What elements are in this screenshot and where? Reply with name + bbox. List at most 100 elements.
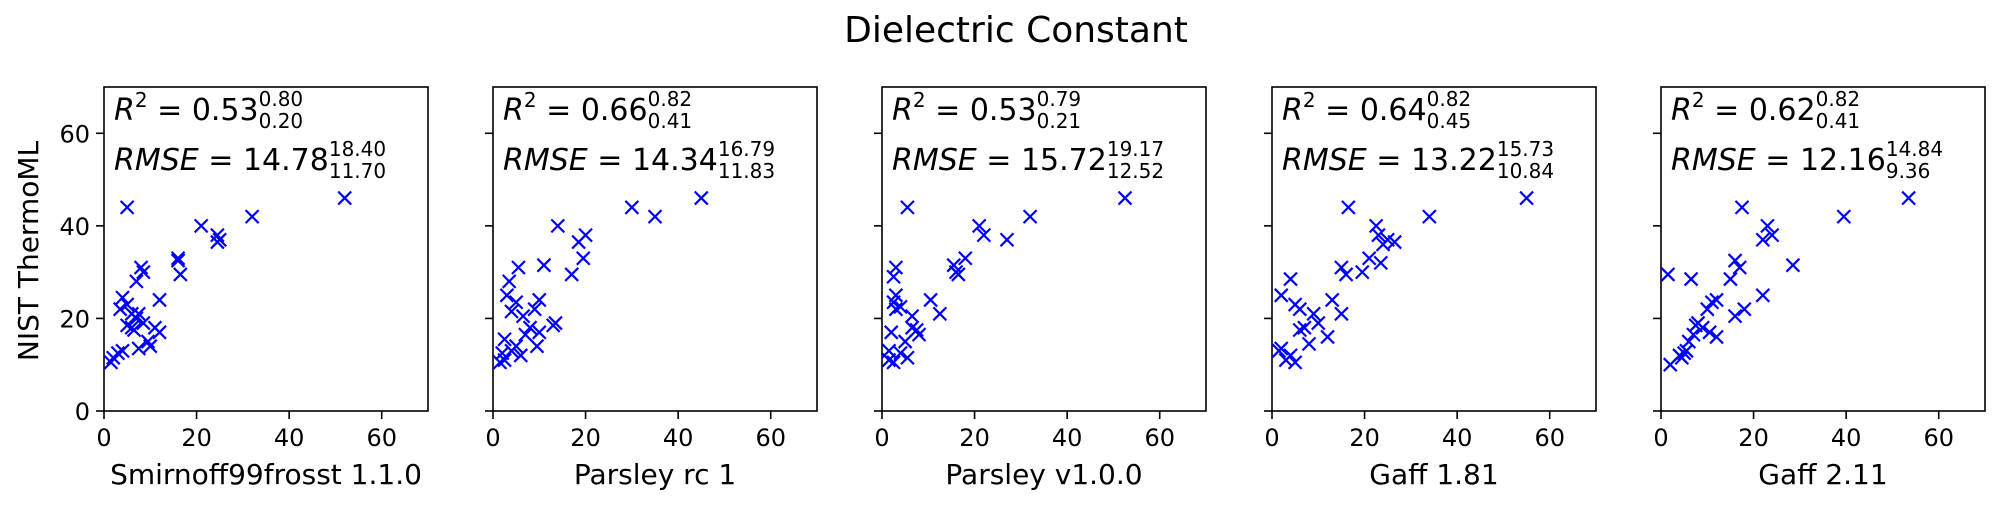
x-axis-label: Smirnoff99frosst 1.1.0	[110, 458, 422, 491]
x-tick-label: 0	[874, 424, 889, 452]
data-point	[911, 327, 927, 342]
data-point	[131, 306, 146, 322]
data-point	[971, 218, 987, 234]
x-axis-label: Parsley v1.0.0	[945, 458, 1142, 491]
data-point	[1764, 227, 1780, 243]
r2-equals: =	[926, 93, 970, 128]
r2-symbol: R	[114, 93, 135, 128]
data-point	[951, 267, 966, 282]
data-point	[1737, 301, 1752, 317]
data-point	[170, 253, 186, 268]
data-point	[492, 355, 508, 370]
data-point	[1709, 329, 1724, 345]
x-tick-label: 20	[181, 424, 212, 452]
data-point	[244, 209, 260, 224]
data-point	[1271, 343, 1287, 359]
x-tick-label: 40	[1831, 424, 1862, 452]
data-point	[1283, 271, 1298, 287]
r2-annotation: R2 = 0.620.82 0.41	[1671, 87, 1860, 133]
rmse-annotation: RMSE = 15.7219.17 12.52	[892, 137, 1164, 183]
axes-frame	[1660, 86, 1986, 412]
x-tick-label: 40	[1442, 424, 1473, 452]
x-tick-label: 40	[274, 424, 305, 452]
r2-exponent: 2	[1692, 88, 1705, 112]
data-point	[1320, 329, 1335, 345]
rmse-upper: 18.40	[329, 137, 386, 161]
data-point	[1660, 267, 1676, 282]
rmse-equals: =	[1367, 143, 1411, 178]
r2-exponent: 2	[1303, 88, 1316, 112]
data-point	[1117, 190, 1133, 206]
data-point	[1361, 250, 1377, 266]
rmse-annotation: RMSE = 13.2215.73 10.84	[1282, 137, 1554, 183]
data-point	[504, 304, 519, 319]
data-point	[694, 190, 709, 206]
r2-annotation: R2 = 0.530.80 0.20	[114, 87, 303, 133]
data-point	[1371, 227, 1386, 243]
data-point	[115, 343, 130, 359]
panel-1: 0 20 40 60 0 20 40 60 Smirnoff99frosst 1.1.0 R2 =…	[59, 86, 429, 491]
y-tick-label: 60	[59, 120, 90, 148]
rmse-upper: 16.79	[718, 137, 775, 161]
data-point	[210, 227, 225, 243]
rmse-equals: =	[199, 143, 243, 178]
r2-equals: =	[1705, 93, 1749, 128]
rmse-symbol: RMSE	[1282, 143, 1367, 178]
data-point	[1287, 355, 1303, 370]
data-point	[548, 315, 563, 331]
r2-lower: 0.20	[259, 109, 304, 133]
data-point	[133, 260, 149, 275]
x-tick-label: 20	[1738, 424, 1769, 452]
data-point	[1674, 350, 1690, 366]
r2-upper: 0.79	[1037, 87, 1082, 111]
x-tick-label: 0	[1264, 424, 1279, 452]
data-point	[932, 306, 948, 322]
axes-frame	[103, 86, 429, 412]
rmse-symbol: RMSE	[503, 143, 588, 178]
rmse-equals: =	[588, 143, 632, 178]
data-point	[883, 325, 899, 340]
data-point	[1301, 336, 1317, 352]
data-point	[1734, 200, 1750, 215]
r2-equals: =	[1316, 93, 1360, 128]
r2-value: 0.66	[581, 93, 648, 128]
data-point	[1732, 260, 1747, 275]
x-tick-label: 0	[96, 424, 111, 452]
data-point	[515, 308, 531, 324]
data-point	[112, 301, 128, 317]
data-point	[1836, 209, 1852, 224]
x-axis-label: Gaff 2.11	[1758, 458, 1887, 491]
x-tick-label: 40	[663, 424, 694, 452]
data-point	[1702, 325, 1717, 340]
x-tick-label: 60	[1144, 424, 1175, 452]
x-tick-label: 40	[1052, 424, 1083, 452]
data-point	[1688, 318, 1703, 333]
data-point	[499, 288, 515, 303]
data-point	[1306, 306, 1321, 322]
y-tick-label: 0	[75, 398, 90, 426]
r2-lower: 0.41	[648, 109, 693, 133]
data-point	[1311, 315, 1326, 331]
data-point	[1292, 301, 1308, 317]
data-point	[893, 299, 908, 315]
r2-upper: 0.82	[648, 87, 693, 111]
y-tick-label: 40	[59, 213, 90, 241]
r2-exponent: 2	[135, 88, 148, 112]
data-point	[976, 227, 992, 243]
data-point	[527, 301, 542, 317]
rmse-upper: 15.73	[1497, 137, 1554, 161]
data-point	[497, 352, 512, 368]
chart-title: Dielectric Constant	[844, 10, 1188, 51]
data-point	[900, 200, 915, 215]
rmse-equals: =	[977, 143, 1021, 178]
data-point	[923, 292, 938, 308]
rmse-symbol: RMSE	[892, 143, 977, 178]
data-point	[1338, 267, 1354, 282]
data-point	[1686, 327, 1701, 342]
data-point	[210, 234, 225, 250]
data-point	[1901, 190, 1916, 206]
data-point	[170, 250, 186, 266]
x-tick-label: 60	[1923, 424, 1954, 452]
r2-value: 0.64	[1360, 93, 1427, 128]
